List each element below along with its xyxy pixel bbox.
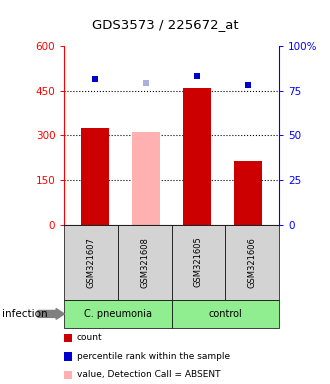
- Text: C. pneumonia: C. pneumonia: [84, 309, 152, 319]
- Text: infection: infection: [2, 309, 47, 319]
- Bar: [234, 161, 262, 225]
- Bar: [132, 132, 160, 225]
- Text: GDS3573 / 225672_at: GDS3573 / 225672_at: [92, 18, 238, 31]
- Point: [246, 82, 251, 88]
- Text: GSM321606: GSM321606: [248, 237, 256, 288]
- Point: [194, 73, 200, 79]
- Point: [92, 76, 98, 82]
- Text: GSM321605: GSM321605: [194, 237, 203, 288]
- Text: control: control: [208, 309, 242, 319]
- Text: count: count: [77, 333, 102, 343]
- Text: value, Detection Call = ABSENT: value, Detection Call = ABSENT: [77, 370, 220, 379]
- Bar: [183, 88, 211, 225]
- Text: percentile rank within the sample: percentile rank within the sample: [77, 352, 230, 361]
- Text: GSM321607: GSM321607: [87, 237, 96, 288]
- Bar: [81, 128, 109, 225]
- Text: GSM321608: GSM321608: [140, 237, 149, 288]
- Point: [144, 80, 149, 86]
